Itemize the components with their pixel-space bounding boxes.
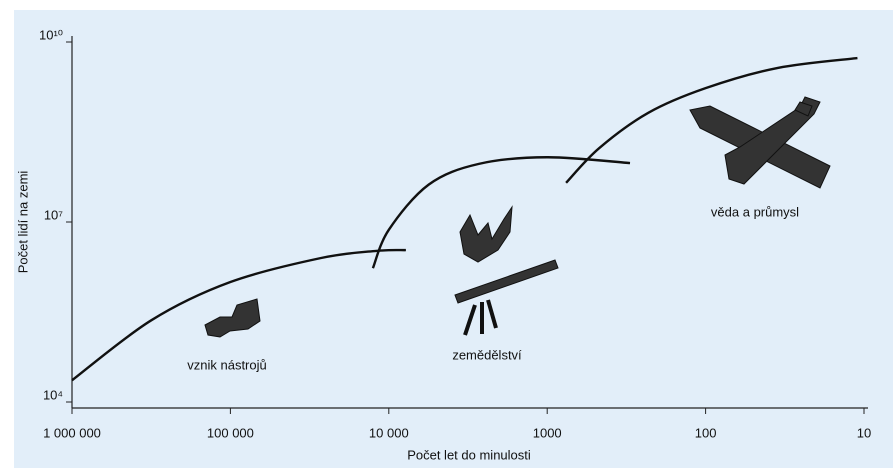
x-tick-label: 1 000 000	[43, 425, 101, 440]
y-tick-label: 10¹⁰	[39, 27, 63, 42]
x-tick-label: 10 000	[369, 425, 409, 440]
y-tick-label: 10⁷	[44, 207, 63, 222]
x-tick-label: 1000	[533, 425, 562, 440]
y-axis-title: Počet lidí na zemi	[15, 171, 30, 274]
background	[14, 10, 893, 468]
annotation: vznik nástrojů	[187, 357, 266, 372]
x-tick-label: 10	[857, 425, 871, 440]
chart: Počet let do minulosti Počet lidí na zem…	[0, 0, 893, 468]
y-tick-label: 10⁴	[43, 387, 63, 402]
x-axis-title: Počet let do minulosti	[407, 447, 531, 462]
annotation: věda a průmysl	[711, 204, 799, 219]
page: {"chart_data": {"type": "line", "xscale"…	[0, 0, 893, 468]
annotation: zemědělství	[452, 347, 522, 362]
x-tick-label: 100	[695, 425, 717, 440]
x-tick-label: 100 000	[207, 425, 254, 440]
